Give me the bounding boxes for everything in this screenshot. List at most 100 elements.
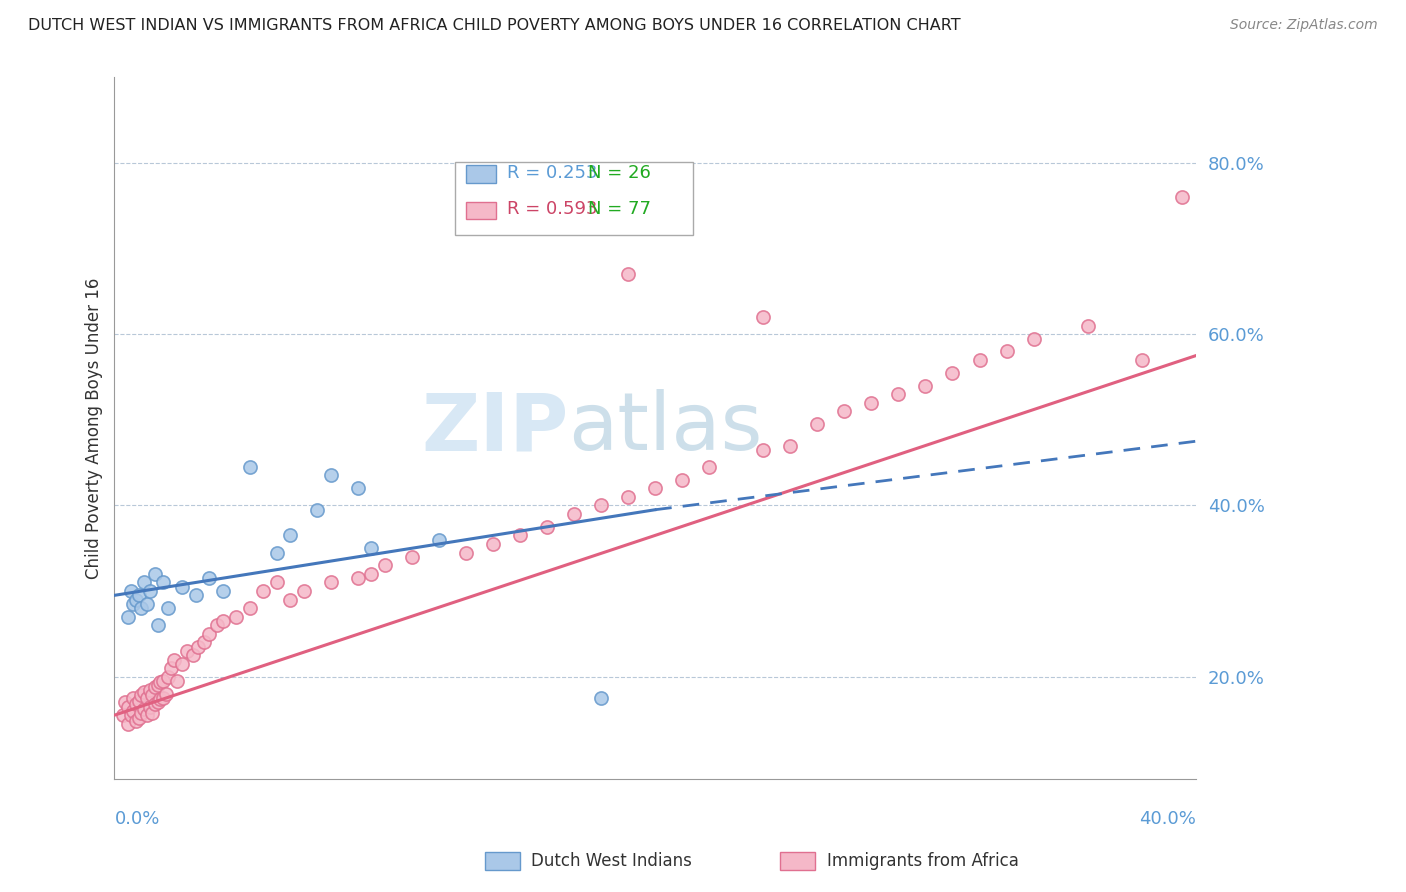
Point: [143, 680, 166, 694]
Point: [146, 618, 169, 632]
Point: [138, 699, 160, 714]
Text: N = 77: N = 77: [588, 201, 651, 219]
Point: [225, 609, 247, 624]
Point: [141, 689, 163, 703]
Point: [131, 706, 153, 720]
Point: [860, 395, 883, 409]
Text: DUTCH WEST INDIAN VS IMMIGRANTS FROM AFRICA CHILD POVERTY AMONG BOYS UNDER 16 CO: DUTCH WEST INDIAN VS IMMIGRANTS FROM AFR…: [28, 18, 960, 33]
Point: [143, 566, 166, 581]
Point: [128, 588, 150, 602]
Text: 40.0%: 40.0%: [1139, 810, 1195, 828]
Point: [427, 533, 450, 547]
Point: [752, 442, 775, 457]
Point: [122, 597, 145, 611]
Point: [128, 693, 150, 707]
Point: [125, 592, 148, 607]
Point: [157, 601, 180, 615]
Point: [360, 566, 382, 581]
Point: [146, 678, 169, 692]
Point: [536, 520, 558, 534]
Point: [278, 592, 301, 607]
Point: [125, 714, 148, 728]
Point: [346, 571, 368, 585]
Point: [157, 670, 180, 684]
Point: [697, 459, 720, 474]
Point: [166, 673, 188, 688]
Point: [1130, 353, 1153, 368]
Text: N = 26: N = 26: [588, 164, 651, 182]
Point: [482, 537, 505, 551]
Point: [589, 499, 612, 513]
Text: 0.0%: 0.0%: [114, 810, 160, 828]
Point: [292, 584, 315, 599]
Y-axis label: Child Poverty Among Boys Under 16: Child Poverty Among Boys Under 16: [86, 277, 103, 579]
Point: [141, 706, 163, 720]
Point: [617, 490, 640, 504]
Text: atlas: atlas: [568, 390, 763, 467]
Point: [211, 614, 233, 628]
Point: [969, 353, 991, 368]
Point: [176, 644, 198, 658]
Point: [149, 692, 172, 706]
Point: [111, 708, 134, 723]
Point: [454, 545, 477, 559]
Point: [152, 575, 174, 590]
Point: [143, 697, 166, 711]
Text: R = 0.593: R = 0.593: [508, 201, 609, 219]
Point: [914, 378, 936, 392]
Point: [114, 695, 136, 709]
Text: Immigrants from Africa: Immigrants from Africa: [827, 852, 1018, 870]
Point: [319, 575, 342, 590]
Point: [134, 702, 156, 716]
Point: [401, 549, 423, 564]
Point: [134, 685, 156, 699]
Point: [995, 344, 1018, 359]
Point: [160, 661, 183, 675]
Point: [360, 541, 382, 556]
Point: [152, 673, 174, 688]
Point: [346, 481, 368, 495]
Point: [117, 699, 139, 714]
Text: Dutch West Indians: Dutch West Indians: [531, 852, 692, 870]
Point: [138, 682, 160, 697]
FancyBboxPatch shape: [465, 202, 496, 219]
Text: ZIP: ZIP: [422, 390, 568, 467]
Point: [266, 575, 288, 590]
Point: [374, 558, 396, 573]
Point: [266, 545, 288, 559]
Point: [211, 584, 233, 599]
Point: [170, 580, 193, 594]
Point: [617, 268, 640, 282]
Point: [146, 695, 169, 709]
Point: [779, 438, 801, 452]
Point: [122, 691, 145, 706]
Point: [149, 674, 172, 689]
Point: [252, 584, 274, 599]
Point: [122, 704, 145, 718]
Point: [198, 571, 221, 585]
Text: R = 0.253: R = 0.253: [508, 164, 609, 182]
Point: [125, 697, 148, 711]
Point: [135, 597, 157, 611]
Point: [117, 609, 139, 624]
Point: [239, 601, 262, 615]
Point: [181, 648, 204, 663]
Point: [187, 640, 209, 654]
FancyBboxPatch shape: [465, 165, 496, 183]
Point: [319, 468, 342, 483]
Point: [752, 310, 775, 325]
Point: [135, 708, 157, 723]
Point: [131, 689, 153, 703]
Point: [120, 584, 142, 599]
Point: [152, 691, 174, 706]
Point: [239, 459, 262, 474]
Point: [138, 584, 160, 599]
Point: [562, 507, 585, 521]
Point: [1022, 332, 1045, 346]
Point: [278, 528, 301, 542]
Point: [454, 216, 477, 230]
Point: [117, 716, 139, 731]
Point: [589, 691, 612, 706]
Point: [887, 387, 910, 401]
Point: [941, 366, 963, 380]
